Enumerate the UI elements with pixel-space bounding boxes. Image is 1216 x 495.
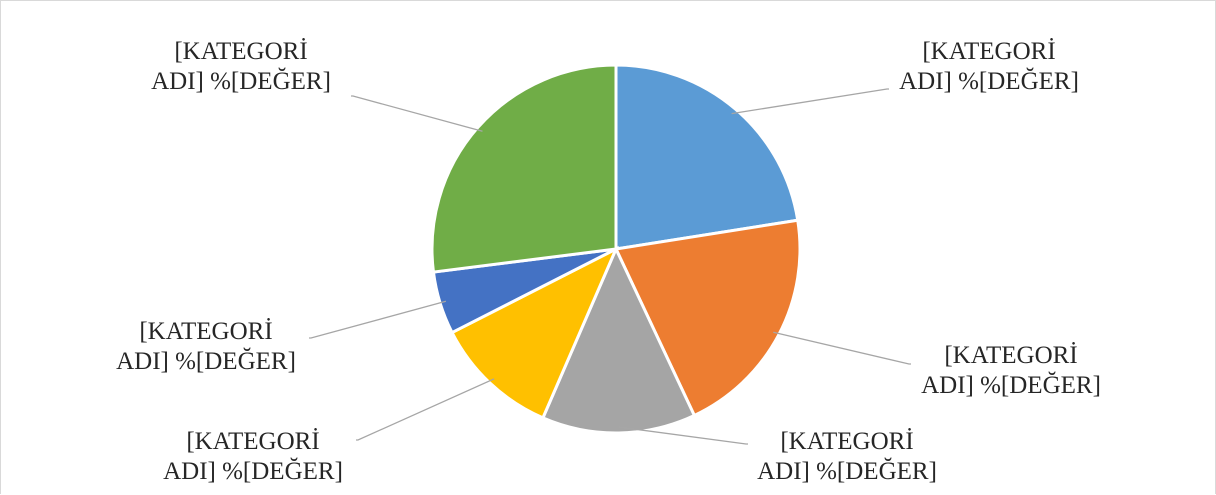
data-label-line1: [KATEGORİ [174,38,307,65]
leader-line-6 [351,95,483,132]
pie-slice-1 [614,63,800,251]
leader-line-4 [356,378,495,441]
leader-line-2 [773,331,911,365]
data-labels: [KATEGORİ ADI] %[DEĞER][KATEGORİ ADI] %[DE… [116,38,1101,485]
data-label-3: [KATEGORİ ADI] %[DEĞER] [757,428,937,485]
leader-line-1 [731,88,889,115]
data-label-2: [KATEGORİ ADI] %[DEĞER] [921,342,1101,399]
data-label-line2: ADI] %[DEĞER] [116,347,296,375]
pie-slice-3 [540,245,697,435]
data-label-line2: ADI] %[DEĞER] [163,457,343,485]
pie-slice-4 [450,245,620,420]
data-label-line2: ADI] %[DEĞER] [757,457,937,485]
data-label-line1: [KATEGORİ [139,318,272,345]
data-label-line1: [KATEGORİ [780,428,913,455]
data-label-6: [KATEGORİ ADI] %[DEĞER] [151,38,331,95]
leader-line-5 [309,300,447,339]
pie-slices [430,63,802,435]
data-label-line1: [KATEGORİ [922,38,1055,65]
data-label-line1: [KATEGORİ [944,342,1077,369]
pie-slice-2 [613,218,802,418]
data-label-5: [KATEGORİ ADI] %[DEĞER] [116,318,296,375]
data-label-line2: ADI] %[DEĞER] [899,67,1079,95]
leader-line-3 [618,426,748,445]
data-label-line2: ADI] %[DEĞER] [151,67,331,95]
data-label-4: [KATEGORİ ADI] %[DEĞER] [163,428,343,485]
pie-slice-6 [430,63,618,274]
data-label-line1: [KATEGORİ [186,428,319,455]
leader-lines [309,88,911,445]
data-label-1: [KATEGORİ ADI] %[DEĞER] [899,38,1079,95]
data-label-line2: ADI] %[DEĞER] [921,371,1101,399]
